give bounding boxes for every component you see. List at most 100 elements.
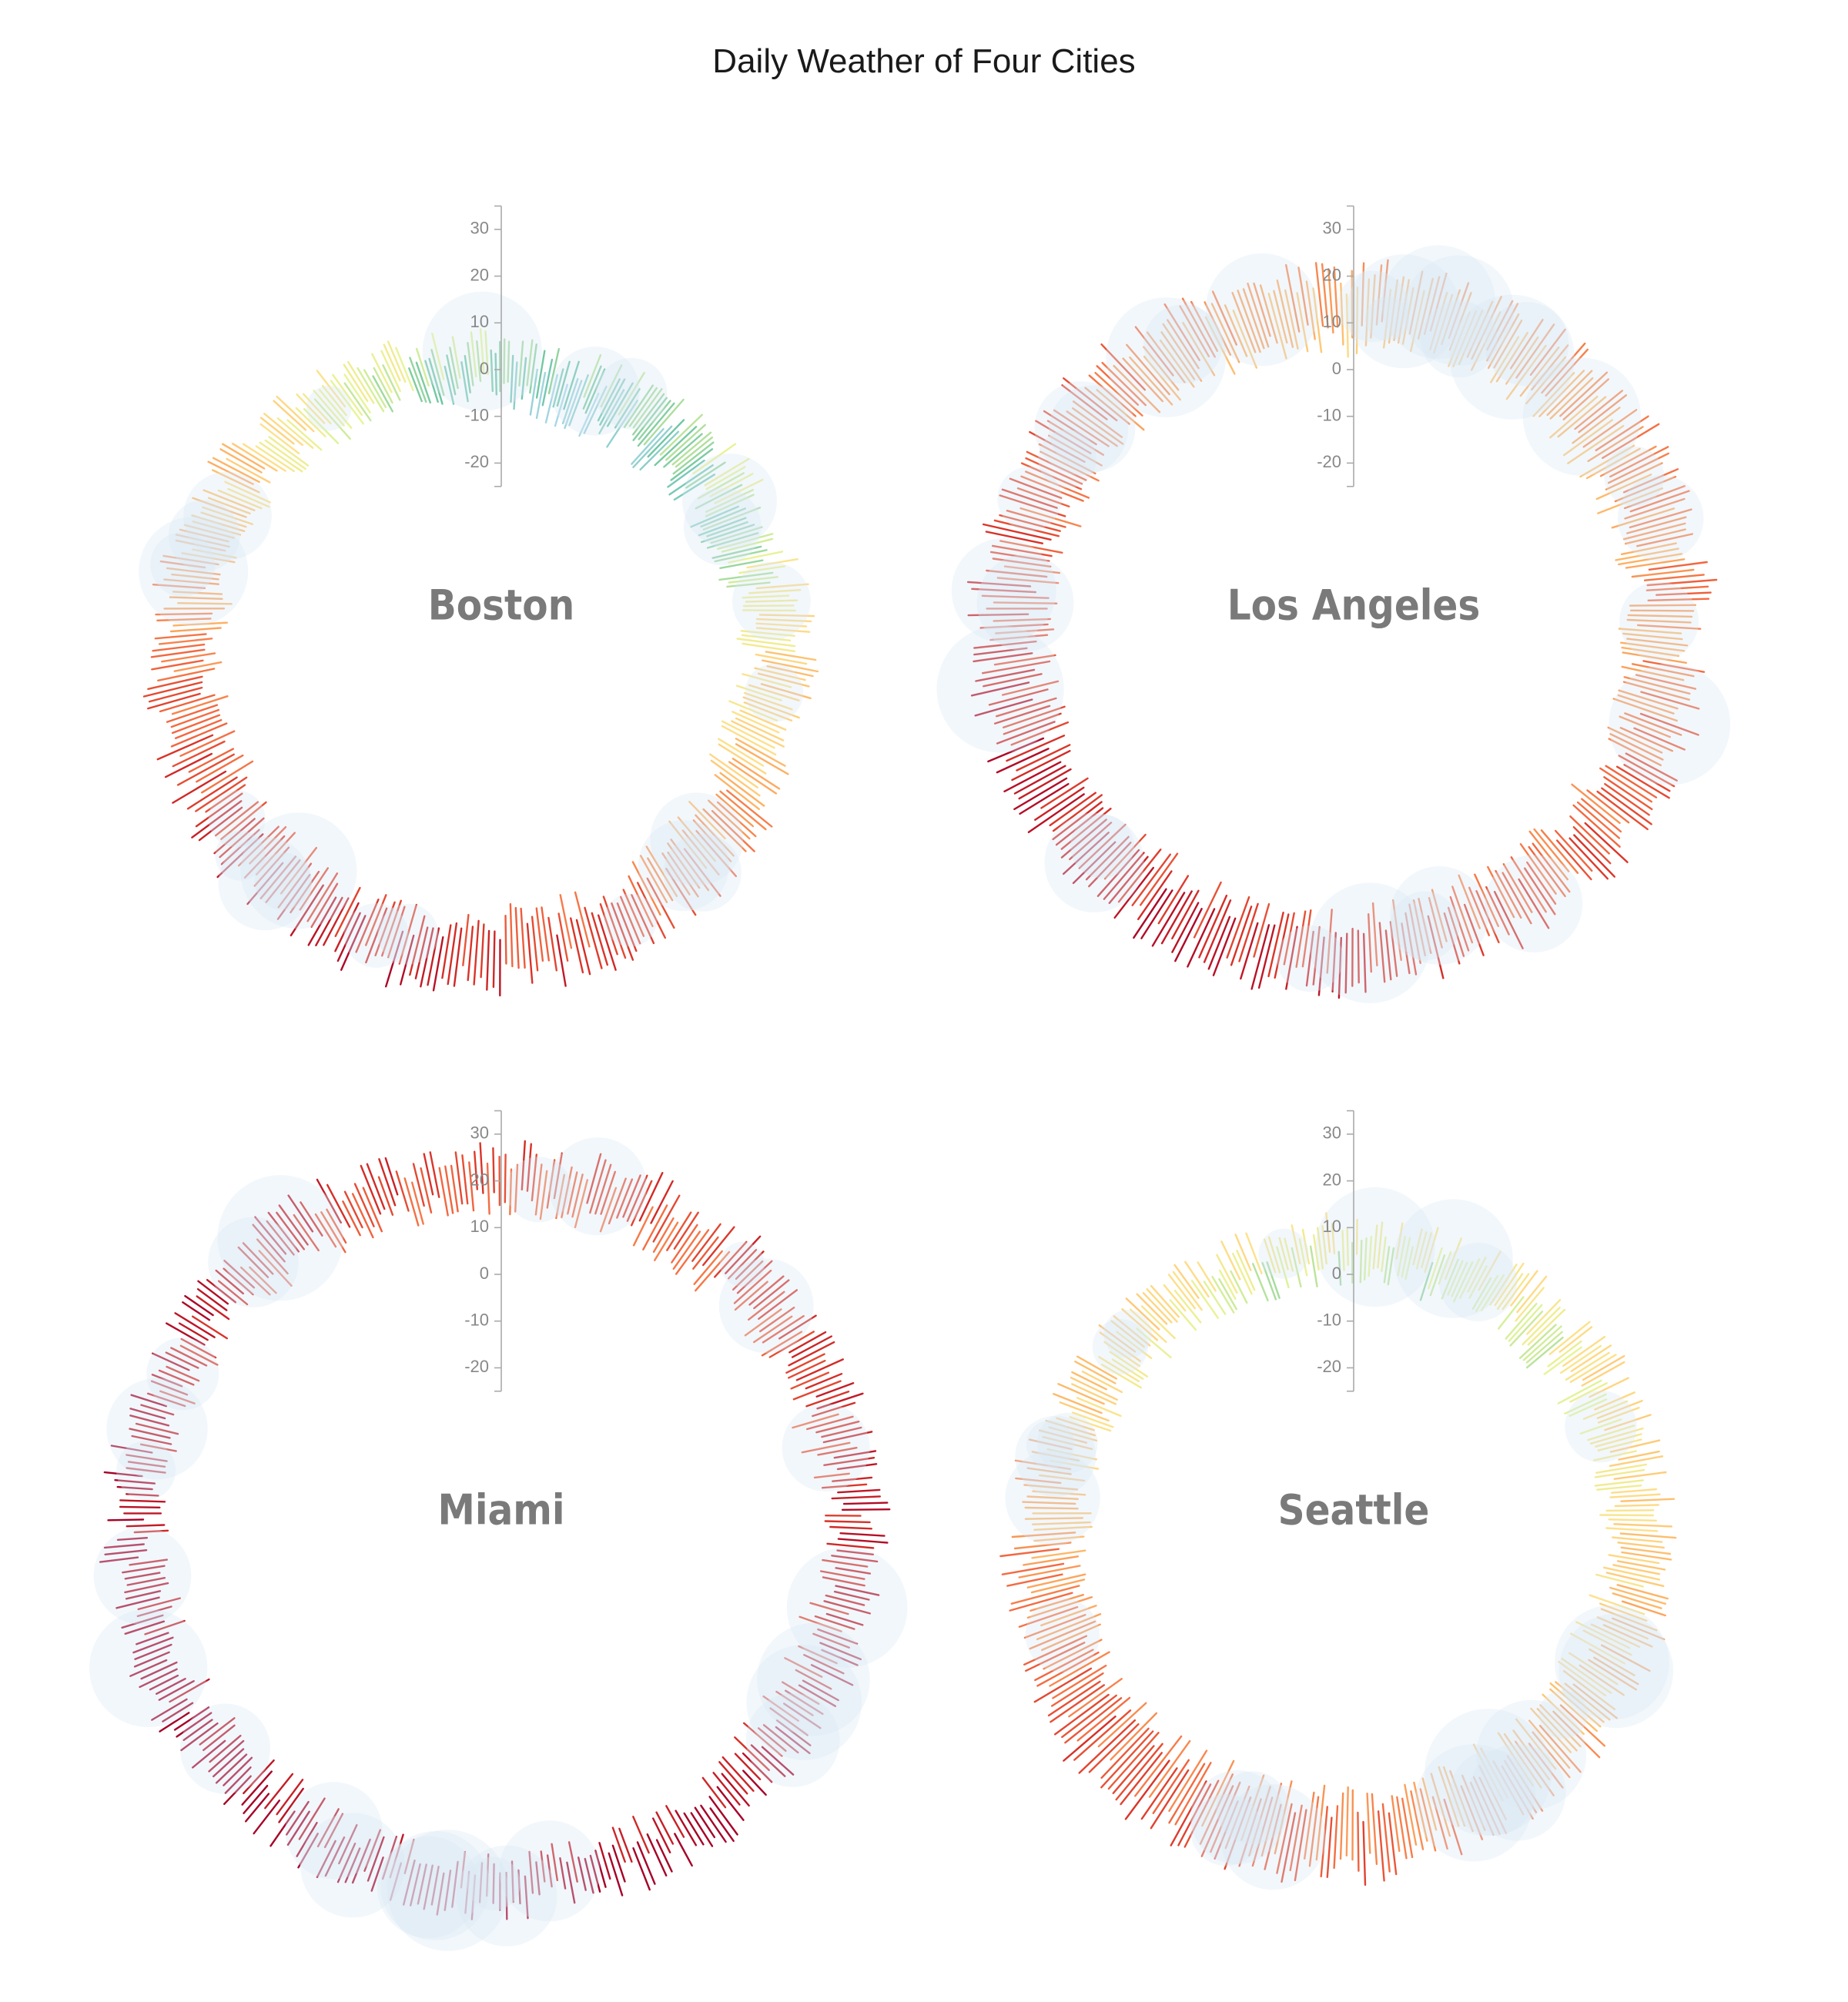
axis-tick-label: 30 <box>470 1123 489 1143</box>
day-temperature-bar <box>1599 1514 1655 1517</box>
day-temperature-bar <box>1509 1311 1544 1347</box>
day-temperature-bar <box>1589 1377 1629 1398</box>
day-temperature-bar <box>137 1597 181 1611</box>
day-temperature-bar <box>420 927 434 988</box>
day-temperature-bar <box>276 417 314 449</box>
axis-tick-label: 10 <box>1323 312 1341 331</box>
day-temperature-bar <box>1248 1786 1271 1857</box>
day-temperature-bar <box>1062 832 1110 875</box>
day-temperature-bar <box>1381 1236 1387 1273</box>
day-temperature-bar <box>981 660 1051 675</box>
day-temperature-bar <box>237 825 280 867</box>
day-temperature-bar <box>1381 259 1389 323</box>
day-temperature-bar <box>1289 1804 1303 1872</box>
day-temperature-bar <box>775 1726 811 1755</box>
day-temperature-bar <box>1391 899 1402 962</box>
day-temperature-bar <box>127 1461 166 1468</box>
day-temperature-bar <box>541 906 550 962</box>
day-temperature-bar <box>993 519 1060 537</box>
day-temperature-bar <box>589 1854 601 1893</box>
day-temperature-bar <box>637 402 675 447</box>
day-temperature-bar <box>814 1615 855 1630</box>
day-temperature-bar <box>1619 641 1686 652</box>
day-temperature-bar <box>665 1805 685 1838</box>
day-temperature-bar <box>1250 924 1270 990</box>
day-temperature-bar <box>606 400 638 448</box>
day-temperature-bar <box>1231 292 1257 353</box>
day-temperature-bar <box>1327 268 1334 334</box>
day-temperature-bar <box>700 524 755 544</box>
day-temperature-bar <box>1522 1306 1561 1346</box>
precipitation-bubbles <box>936 245 1731 1003</box>
day-temperature-bar <box>514 906 520 969</box>
day-temperature-bar <box>220 829 260 865</box>
day-temperature-bar <box>1070 1376 1118 1401</box>
day-temperature-bar <box>460 1850 467 1889</box>
day-temperature-bar <box>1470 311 1502 371</box>
day-temperature-bar <box>821 1483 868 1489</box>
day-temperature-bar <box>670 839 710 892</box>
day-temperature-bar <box>384 1157 399 1196</box>
day-temperature-bar <box>1519 346 1560 397</box>
day-temperature-bar <box>1071 1371 1108 1391</box>
day-temperature-bar <box>1240 922 1259 980</box>
day-temperature-bar <box>1210 1781 1241 1853</box>
day-temperature-bar <box>1633 727 1686 751</box>
day-temperature-bar <box>172 591 223 595</box>
day-temperature-bar <box>1148 1739 1191 1798</box>
day-temperature-bar <box>387 340 407 383</box>
day-temperature-bar <box>1594 1391 1635 1411</box>
day-temperature-bar <box>647 857 674 902</box>
day-temperature-bar <box>323 897 350 946</box>
day-temperature-bar <box>1590 1623 1641 1648</box>
day-temperature-bar <box>999 540 1063 554</box>
day-temperature-bar <box>1267 1236 1281 1274</box>
day-temperature-bar <box>1408 270 1424 335</box>
day-temperature-bar <box>125 1493 159 1497</box>
day-temperature-bar <box>252 1224 286 1263</box>
day-temperature-bar <box>726 789 773 828</box>
day-temperature-bar <box>1116 1331 1153 1360</box>
day-temperature-bar <box>1594 1479 1645 1487</box>
day-temperature-bar <box>710 759 761 797</box>
day-temperature-bar <box>126 1576 166 1586</box>
day-temperature-bar <box>410 1863 421 1907</box>
day-temperature-bar <box>709 473 754 497</box>
day-temperature-bar <box>180 1337 217 1359</box>
day-temperature-bar <box>705 489 754 513</box>
day-temperature-bar <box>766 665 814 678</box>
day-temperature-bar <box>1559 1344 1602 1374</box>
day-temperature-bar <box>146 692 201 710</box>
day-temperature-bar <box>1608 1518 1658 1522</box>
axis-tick-label: 20 <box>470 265 489 284</box>
day-temperature-bar <box>427 927 440 986</box>
precipitation-circle <box>139 517 249 626</box>
day-temperature-bar <box>1621 665 1685 681</box>
day-temperature-bar <box>1526 861 1557 905</box>
day-temperature-bar <box>563 360 580 410</box>
day-temperature-bar <box>1115 1743 1163 1801</box>
day-temperature-bar <box>839 1532 886 1537</box>
day-temperature-bar <box>492 930 496 989</box>
day-temperature-bar <box>1609 1493 1661 1498</box>
day-temperature-bar <box>171 714 221 735</box>
day-temperature-bar <box>1218 1277 1238 1311</box>
day-temperature-bar <box>1506 1755 1544 1812</box>
day-temperature-bar <box>639 855 668 903</box>
day-temperature-bar <box>1608 1554 1660 1565</box>
day-temperature-bar <box>1502 862 1533 913</box>
day-temperature-bar <box>547 348 560 395</box>
day-temperature-bar <box>594 1163 612 1215</box>
day-temperature-bar <box>740 630 795 637</box>
day-temperature-bar <box>1371 902 1378 967</box>
day-temperature-bar <box>259 423 300 454</box>
day-temperature-bar <box>490 349 494 393</box>
day-temperature-bar <box>700 1804 727 1843</box>
day-temperature-bar <box>1301 909 1312 968</box>
day-temperature-bar <box>554 383 568 427</box>
precipitation-circle <box>976 554 1074 651</box>
day-temperature-bar <box>1134 1735 1183 1797</box>
day-temperature-bar <box>140 1661 178 1680</box>
day-temperature-bar <box>476 340 482 383</box>
day-temperature-bar <box>1197 1261 1217 1292</box>
